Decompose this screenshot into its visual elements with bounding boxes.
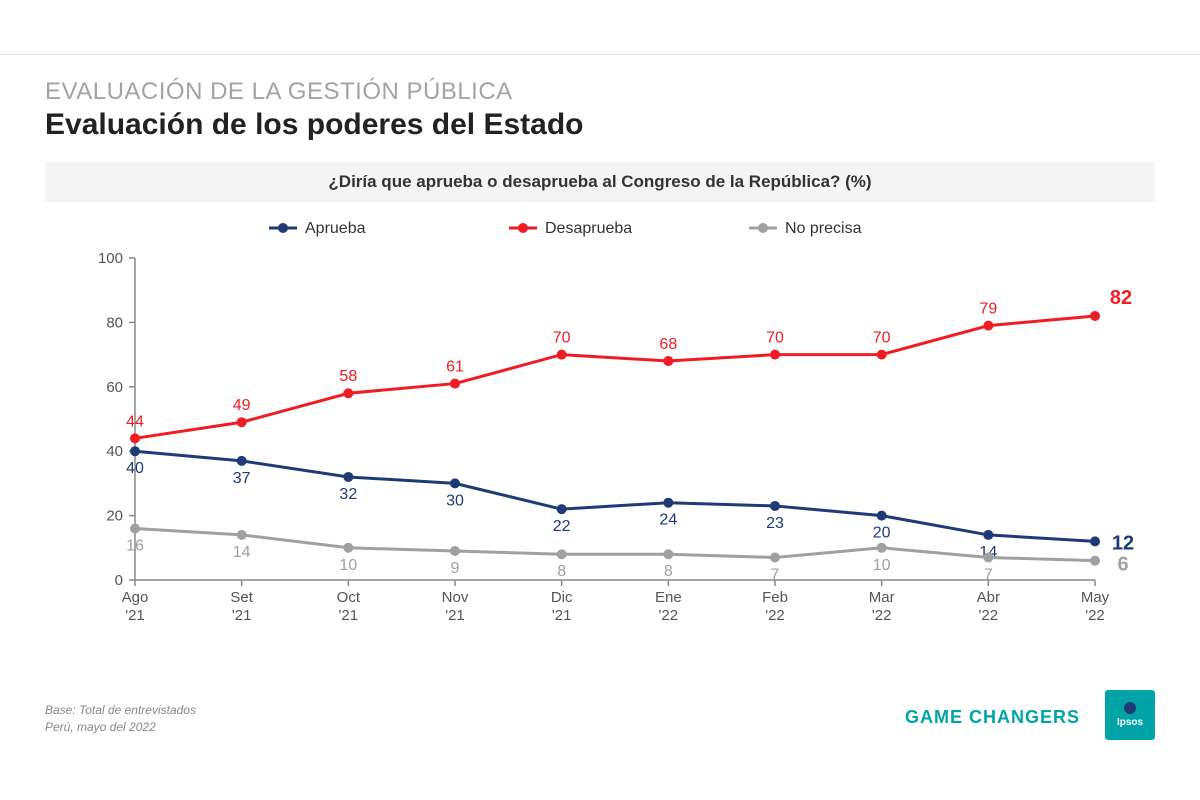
svg-text:82: 82 xyxy=(1110,287,1132,309)
svg-text:Set: Set xyxy=(230,589,253,606)
svg-text:No precisa: No precisa xyxy=(785,220,862,237)
svg-text:8: 8 xyxy=(557,563,566,580)
svg-text:Ene: Ene xyxy=(655,589,682,606)
svg-text:'22: '22 xyxy=(659,607,679,624)
svg-text:44: 44 xyxy=(126,413,144,430)
footer-line-2: Perú, mayo del 2022 xyxy=(45,719,196,736)
svg-text:20: 20 xyxy=(106,508,123,525)
svg-text:Mar: Mar xyxy=(869,589,895,606)
svg-text:9: 9 xyxy=(451,560,460,577)
svg-text:10: 10 xyxy=(339,557,357,574)
footer-line-1: Base: Total de entrevistados xyxy=(45,702,196,719)
svg-text:37: 37 xyxy=(233,470,251,487)
svg-text:60: 60 xyxy=(106,379,123,396)
svg-text:58: 58 xyxy=(339,368,357,385)
svg-text:Abr: Abr xyxy=(977,589,1000,606)
tagline: GAME CHANGERS xyxy=(905,707,1080,728)
svg-text:'21: '21 xyxy=(125,607,145,624)
svg-text:70: 70 xyxy=(553,330,571,347)
svg-text:61: 61 xyxy=(446,359,464,376)
svg-text:40: 40 xyxy=(126,460,144,477)
svg-text:49: 49 xyxy=(233,397,251,414)
brand-logo: Ipsos xyxy=(1105,690,1155,740)
svg-text:'21: '21 xyxy=(339,607,359,624)
svg-text:Nov: Nov xyxy=(442,589,469,606)
chart-svg: 020406080100Ago'21Set'21Oct'21Nov'21Dic'… xyxy=(80,210,1150,640)
svg-text:40: 40 xyxy=(106,443,123,460)
svg-text:'22: '22 xyxy=(1085,607,1105,624)
svg-text:70: 70 xyxy=(873,330,891,347)
svg-text:0: 0 xyxy=(115,572,123,589)
svg-text:30: 30 xyxy=(446,492,464,509)
svg-text:'22: '22 xyxy=(979,607,999,624)
question-bar: ¿Diría que aprueba o desaprueba al Congr… xyxy=(45,162,1155,202)
svg-text:Aprueba: Aprueba xyxy=(305,220,366,237)
svg-text:'21: '21 xyxy=(552,607,572,624)
svg-text:70: 70 xyxy=(766,330,784,347)
svg-text:Desaprueba: Desaprueba xyxy=(545,220,632,237)
svg-text:7: 7 xyxy=(771,566,780,583)
svg-text:May: May xyxy=(1081,589,1110,606)
svg-text:23: 23 xyxy=(766,515,784,532)
svg-text:68: 68 xyxy=(659,336,677,353)
footer-note: Base: Total de entrevistados Perú, mayo … xyxy=(45,702,196,736)
svg-text:8: 8 xyxy=(664,563,673,580)
svg-text:Dic: Dic xyxy=(551,589,573,606)
svg-text:7: 7 xyxy=(984,566,993,583)
svg-text:80: 80 xyxy=(106,314,123,331)
logo-ball-icon xyxy=(1124,702,1136,714)
supertitle: EVALUACIÓN DE LA GESTIÓN PÚBLICA xyxy=(45,78,513,106)
svg-text:32: 32 xyxy=(339,486,357,503)
svg-text:6: 6 xyxy=(1117,554,1128,576)
svg-text:24: 24 xyxy=(659,512,677,529)
svg-text:'22: '22 xyxy=(872,607,892,624)
svg-text:Feb: Feb xyxy=(762,589,788,606)
svg-text:'21: '21 xyxy=(445,607,465,624)
svg-text:22: 22 xyxy=(553,518,571,535)
svg-text:14: 14 xyxy=(233,544,251,561)
svg-text:10: 10 xyxy=(873,557,891,574)
svg-text:'22: '22 xyxy=(765,607,785,624)
logo-text: Ipsos xyxy=(1117,717,1143,728)
svg-text:'21: '21 xyxy=(232,607,252,624)
svg-text:Oct: Oct xyxy=(337,589,361,606)
page-title: Evaluación de los poderes del Estado xyxy=(45,108,584,142)
svg-text:12: 12 xyxy=(1112,532,1134,554)
svg-text:20: 20 xyxy=(873,525,891,542)
svg-text:Ago: Ago xyxy=(122,589,149,606)
svg-text:100: 100 xyxy=(98,250,123,267)
question-text: ¿Diría que aprueba o desaprueba al Congr… xyxy=(328,172,871,192)
svg-text:16: 16 xyxy=(126,537,144,554)
line-chart: 020406080100Ago'21Set'21Oct'21Nov'21Dic'… xyxy=(80,210,1150,640)
svg-text:79: 79 xyxy=(979,301,997,318)
